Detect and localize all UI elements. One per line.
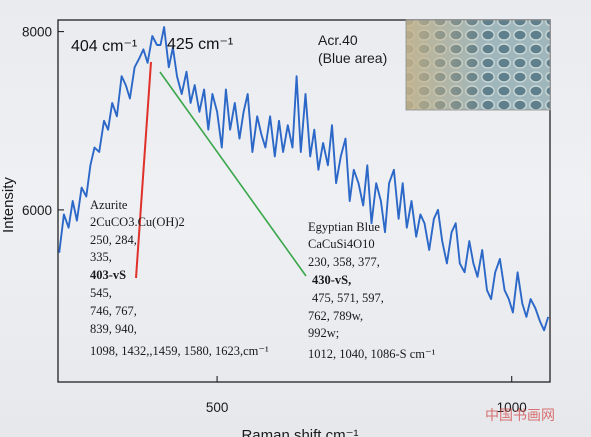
peak-label-404: 404 cm⁻¹ bbox=[71, 38, 137, 55]
watermark-text: 中国书画网 bbox=[485, 408, 555, 424]
azurite-line-7: 1098, 1432,,1459, 1580, 1623,cm⁻¹ bbox=[90, 344, 269, 358]
egyptian-blue-line-2: 430-vS, bbox=[312, 273, 351, 287]
x-axis: 500 1000 Raman shift cm⁻¹ bbox=[206, 376, 527, 437]
azurite-pointer-line bbox=[135, 61, 152, 279]
y-axis-title: Intensity bbox=[0, 177, 17, 233]
egyptian-blue-line-1: 230, 358, 377, bbox=[308, 255, 380, 269]
y-tick-label-8000: 8000 bbox=[22, 25, 52, 40]
azurite-line-2: 335, bbox=[90, 250, 112, 264]
y-tick-label-6000: 6000 bbox=[22, 203, 52, 218]
egyptian-blue-title: Egyptian Blue bbox=[308, 220, 380, 234]
sample-label-line2: (Blue area) bbox=[318, 50, 387, 66]
azurite-line-5: 746, 767, bbox=[90, 304, 137, 318]
plot-frame bbox=[57, 19, 551, 383]
egyptian-blue-line-6: 1012, 1040, 1086-S cm⁻¹ bbox=[308, 347, 436, 361]
azurite-title: Azurite bbox=[90, 198, 128, 212]
x-tick-label-500: 500 bbox=[206, 400, 229, 415]
egyptian-blue-line-5: 992w; bbox=[308, 326, 339, 340]
egyptian-blue-line-0: CaCuSi4O10 bbox=[308, 237, 375, 251]
sample-label-line1: Acr.40 bbox=[318, 32, 358, 48]
egyptian-blue-pointer-line bbox=[159, 71, 307, 277]
sample-photo-inset bbox=[405, 19, 551, 111]
peak-label-425: 425 cm⁻¹ bbox=[167, 36, 233, 53]
y-axis: 8000 6000 Intensity bbox=[0, 25, 64, 233]
azurite-line-6: 839, 940, bbox=[90, 322, 137, 336]
azurite-line-1: 250, 284, bbox=[90, 233, 137, 247]
azurite-line-0: 2CuCO3.Cu(OH)2 bbox=[90, 215, 185, 229]
x-axis-title: Raman shift cm⁻¹ bbox=[241, 427, 358, 437]
egyptian-blue-line-4: 762, 789w, bbox=[308, 309, 363, 323]
egyptian-blue-annotation: Egyptian Blue CaCuSi4O10 230, 358, 377, … bbox=[308, 220, 436, 361]
azurite-annotation: Azurite 2CuCO3.Cu(OH)2 250, 284, 335, 40… bbox=[90, 198, 269, 358]
egyptian-blue-line-3: 475, 571, 597, bbox=[312, 291, 384, 305]
azurite-line-3: 403-vS bbox=[90, 268, 126, 282]
spectrum-line bbox=[58, 26, 550, 332]
azurite-line-4: 545, bbox=[90, 286, 112, 300]
x-tick-label-1000: 1000 bbox=[497, 400, 527, 415]
